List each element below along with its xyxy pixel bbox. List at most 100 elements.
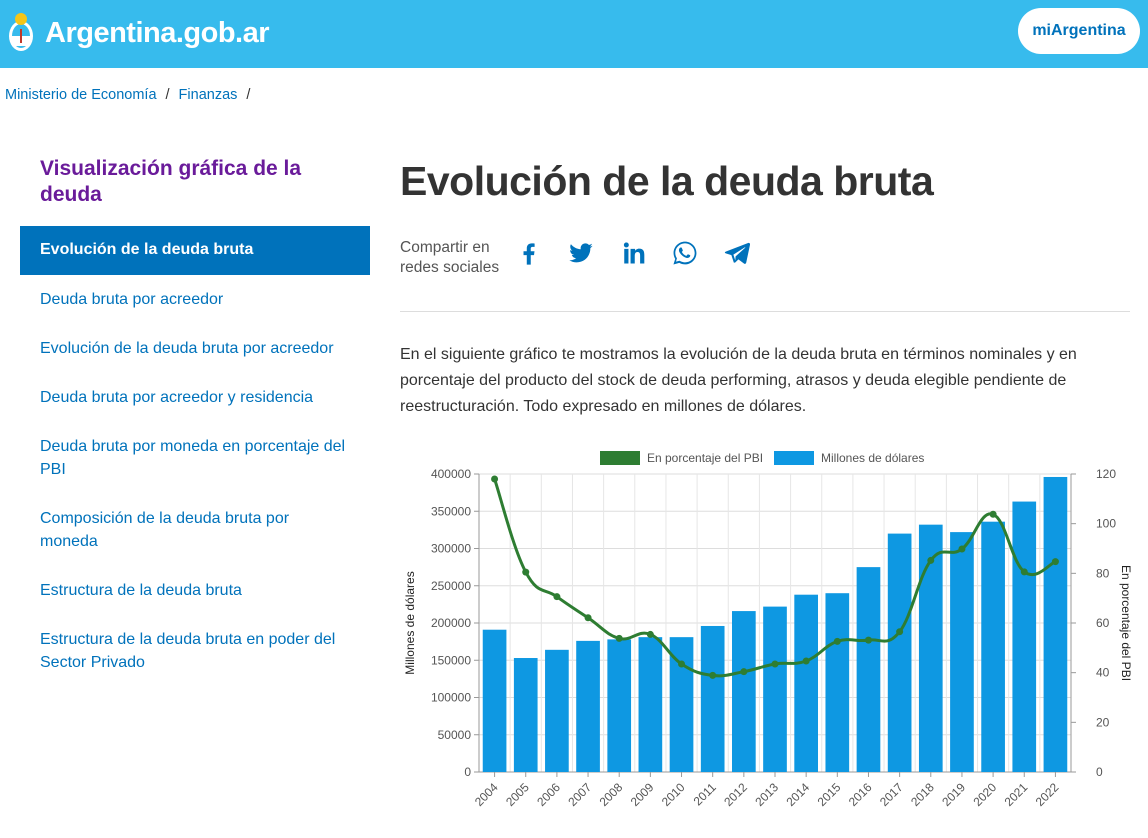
- x-tick-label: 2013: [752, 780, 781, 809]
- breadcrumb-ministerio[interactable]: Ministerio de Economía: [5, 87, 157, 103]
- y-tick-label: 250000: [431, 579, 471, 593]
- pbi-point-2010: [678, 660, 686, 668]
- bar-2006: [545, 649, 569, 772]
- bar-2012: [732, 611, 756, 772]
- y2-tick-label: 120: [1096, 467, 1116, 481]
- x-tick-label: 2006: [534, 780, 563, 809]
- bar-2020: [981, 521, 1005, 772]
- bar-2007: [576, 640, 600, 772]
- pbi-point-2008: [615, 634, 623, 642]
- bar-2016: [856, 567, 881, 772]
- bar-2019: [950, 532, 974, 772]
- pbi-point-2012: [740, 668, 748, 676]
- x-tick-label: 2015: [815, 780, 844, 809]
- bar-2021: [1012, 501, 1037, 772]
- sidebar-item-evolucion-por-acreedor[interactable]: Evolución de la deuda bruta por acreedor: [40, 340, 334, 357]
- pbi-point-2021: [1020, 568, 1028, 576]
- bar-2009: [638, 637, 663, 772]
- sidebar-item-deuda-por-acreedor[interactable]: Deuda bruta por acreedor: [40, 291, 224, 308]
- pbi-point-2005: [522, 568, 530, 576]
- whatsapp-icon[interactable]: [668, 236, 702, 270]
- sidebar-item-evolucion-deuda-bruta[interactable]: Evolución de la deuda bruta: [20, 226, 370, 275]
- breadcrumb-separator: /: [246, 87, 251, 103]
- brand-logo[interactable]: Argentina.gob.ar: [6, 9, 270, 57]
- y-tick-label: 0: [464, 765, 471, 779]
- x-tick-label: 2016: [846, 780, 875, 809]
- coat-of-arms-icon: [9, 13, 33, 51]
- x-tick-label: 2005: [503, 780, 532, 809]
- sidebar-item-estructura-sector-privado[interactable]: Estructura de la deuda bruta en poder de…: [40, 631, 336, 671]
- sidebar-item-estructura-deuda-bruta[interactable]: Estructura de la deuda bruta: [40, 582, 242, 599]
- brand-name: Argentina.gob.ar: [45, 16, 270, 49]
- y-tick-label: 200000: [431, 616, 471, 630]
- y2-tick-label: 20: [1096, 715, 1110, 729]
- linkedin-icon[interactable]: [616, 236, 650, 270]
- divider: [400, 311, 1130, 312]
- x-tick-label: 2012: [721, 780, 750, 809]
- y2-tick-label: 0: [1096, 765, 1103, 779]
- x-tick-label: 2020: [970, 780, 999, 809]
- y-tick-label: 100000: [431, 691, 471, 705]
- x-tick-label: 2004: [472, 780, 501, 809]
- intro-paragraph: En el siguiente gráfico te mostramos la …: [400, 346, 1077, 415]
- y2-axis-title: En porcentaje del PBI: [1119, 565, 1133, 681]
- mi-argentina-button[interactable]: miArgentina: [1018, 8, 1140, 54]
- x-tick-label: 2014: [783, 780, 812, 809]
- sidebar-nav: Evolución de la deuda bruta Deuda bruta …: [20, 226, 370, 687]
- breadcrumb-separator: /: [165, 87, 170, 103]
- y-tick-label: 50000: [438, 728, 472, 742]
- page-title: Evolución de la deuda bruta: [400, 158, 934, 204]
- y2-tick-label: 80: [1096, 566, 1110, 580]
- pbi-point-2004: [491, 475, 499, 483]
- pbi-point-2009: [646, 630, 654, 638]
- x-tick-label: 2008: [597, 780, 626, 809]
- pbi-point-2020: [989, 510, 997, 518]
- pbi-point-2014: [802, 657, 810, 665]
- x-tick-label: 2011: [691, 780, 719, 808]
- facebook-icon[interactable]: [512, 236, 546, 270]
- bar-2017: [887, 533, 912, 772]
- pbi-point-2017: [896, 628, 904, 636]
- twitter-icon[interactable]: [564, 236, 598, 270]
- y-tick-label: 300000: [431, 542, 471, 556]
- y-tick-label: 350000: [431, 504, 471, 518]
- breadcrumb-finanzas[interactable]: Finanzas: [178, 87, 238, 103]
- x-tick-label: 2018: [908, 780, 937, 809]
- sidebar-item-composicion-por-moneda[interactable]: Composición de la deuda bruta por moneda: [40, 510, 290, 550]
- bar-2010: [669, 637, 694, 772]
- pbi-point-2016: [864, 636, 872, 644]
- bar-2008: [607, 639, 632, 772]
- debt-chart: 0 50000 100000 150000 200000 250000 300000 3500…: [400, 440, 1140, 838]
- legend-label-pbi: En porcentaje del PBI: [647, 451, 763, 465]
- bar-2022: [1043, 476, 1068, 772]
- y-tick-label: 150000: [431, 653, 471, 667]
- bar-2004: [482, 629, 507, 772]
- sidebar-item-acreedor-y-residencia[interactable]: Deuda bruta por acreedor y residencia: [40, 389, 314, 406]
- pbi-point-2007: [584, 614, 592, 622]
- x-tick-label: 2009: [628, 780, 657, 809]
- sidebar-title: Visualización gráfica de la deuda: [40, 157, 302, 206]
- x-tick-label: 2007: [565, 780, 594, 809]
- pbi-point-2018: [927, 556, 935, 564]
- breadcrumb: Ministerio de Economía / Finanzas /: [5, 87, 259, 103]
- pbi-point-2019: [958, 545, 966, 553]
- share-icons: [512, 236, 772, 270]
- telegram-icon[interactable]: [720, 236, 754, 270]
- legend-swatch-pbi: [600, 451, 640, 465]
- x-tick-label: 2019: [939, 780, 968, 809]
- y2-tick-label: 60: [1096, 616, 1110, 630]
- x-tick-label: 2022: [1033, 780, 1062, 809]
- bar-2014: [794, 594, 818, 772]
- share-label: Compartir en redes sociales: [400, 239, 500, 276]
- x-tick-label: 2021: [1002, 780, 1031, 809]
- bar-2015: [825, 593, 850, 772]
- top-bar: Argentina.gob.ar miArgentina: [0, 0, 1148, 68]
- pbi-point-2011: [709, 671, 717, 679]
- legend-swatch-millones: [774, 451, 814, 465]
- bar-2013: [763, 606, 787, 772]
- pbi-point-2006: [553, 593, 561, 601]
- x-tick-label: 2017: [877, 780, 906, 809]
- pbi-point-2022: [1051, 558, 1059, 566]
- bar-2005: [513, 658, 538, 772]
- sidebar-item-moneda-porcentaje-pbi[interactable]: Deuda bruta por moneda en porcentaje del…: [40, 438, 346, 478]
